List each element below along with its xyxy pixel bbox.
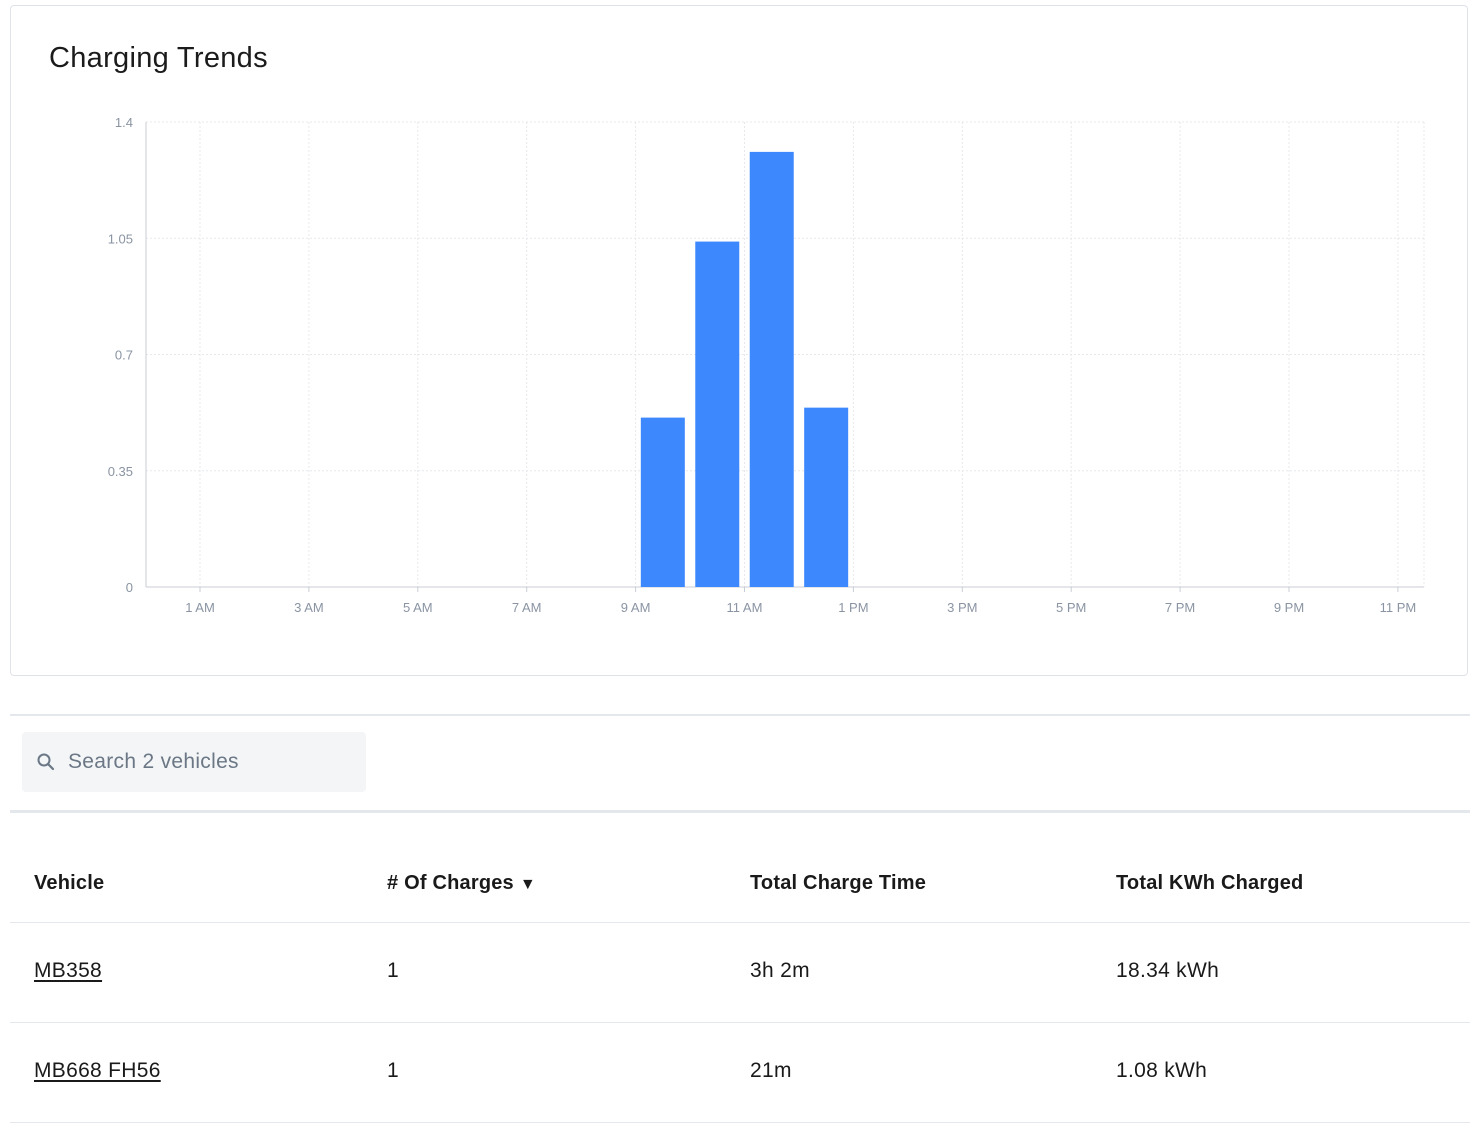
vehicle-cell: MB668 FH56 <box>34 1059 161 1083</box>
table-row: MB668 FH56 1 21m 1.08 kWh <box>10 1023 1470 1123</box>
table-header: Vehicle # Of Charges ▼ Total Charge Time … <box>10 848 1470 923</box>
header-charges-label: # Of Charges <box>387 872 514 894</box>
x-tick-label: 5 PM <box>1056 600 1086 615</box>
chart-bar <box>640 417 685 587</box>
header-kwh[interactable]: Total KWh Charged <box>1116 872 1304 894</box>
x-tick-label: 3 AM <box>294 600 324 615</box>
vehicle-link[interactable]: MB358 <box>34 959 103 982</box>
table-row: MB358 1 3h 2m 18.34 kWh <box>10 923 1470 1023</box>
charges-cell: 1 <box>387 1059 399 1082</box>
chart-bar <box>804 407 849 587</box>
search-input[interactable] <box>68 732 358 792</box>
x-tick-label: 5 AM <box>403 600 433 615</box>
x-tick-label: 11 AM <box>727 600 763 615</box>
vehicle-link[interactable]: MB668 FH56 <box>34 1059 161 1082</box>
chart-bar <box>749 151 794 587</box>
header-vehicle[interactable]: Vehicle <box>34 872 105 894</box>
y-tick-label: 1.4 <box>115 115 133 130</box>
x-tick-label: 9 AM <box>621 600 651 615</box>
vehicles-table: Vehicle # Of Charges ▼ Total Charge Time … <box>10 848 1470 1123</box>
y-tick-label: 0.7 <box>115 348 133 363</box>
y-tick-label: 0.35 <box>108 464 133 479</box>
charge-time-cell: 3h 2m <box>750 959 810 982</box>
section-divider <box>10 714 1470 716</box>
y-tick-label: 1.05 <box>108 231 133 246</box>
x-tick-label: 7 AM <box>512 600 542 615</box>
charge-time-cell: 21m <box>750 1059 792 1082</box>
kwh-cell: 18.34 kWh <box>1116 959 1220 982</box>
header-charges[interactable]: # Of Charges ▼ <box>387 872 536 895</box>
x-tick-label: 11 PM <box>1380 600 1417 615</box>
toolbar-divider <box>10 810 1470 813</box>
header-charge-time[interactable]: Total Charge Time <box>750 872 927 894</box>
x-tick-label: 9 PM <box>1274 600 1304 615</box>
search-icon <box>36 752 56 772</box>
sort-desc-icon: ▼ <box>519 876 536 893</box>
card-title: Charging Trends <box>49 42 268 74</box>
vehicle-cell: MB358 <box>34 959 102 983</box>
x-tick-label: 1 AM <box>185 600 215 615</box>
chart-bar <box>695 241 740 588</box>
search-box[interactable] <box>22 732 366 792</box>
x-tick-label: 1 PM <box>838 600 868 615</box>
kwh-cell: 1.08 kWh <box>1116 1059 1208 1082</box>
charges-cell: 1 <box>387 959 399 982</box>
y-tick-label: 0 <box>126 580 133 595</box>
charging-trends-chart: 0 0.35 0.7 1.05 1.4 1 AM 3 AM 5 AM 7 AM 9 AM 11 AM… <box>108 115 1425 615</box>
x-tick-label: 7 PM <box>1165 600 1195 615</box>
x-tick-label: 3 PM <box>947 600 977 615</box>
